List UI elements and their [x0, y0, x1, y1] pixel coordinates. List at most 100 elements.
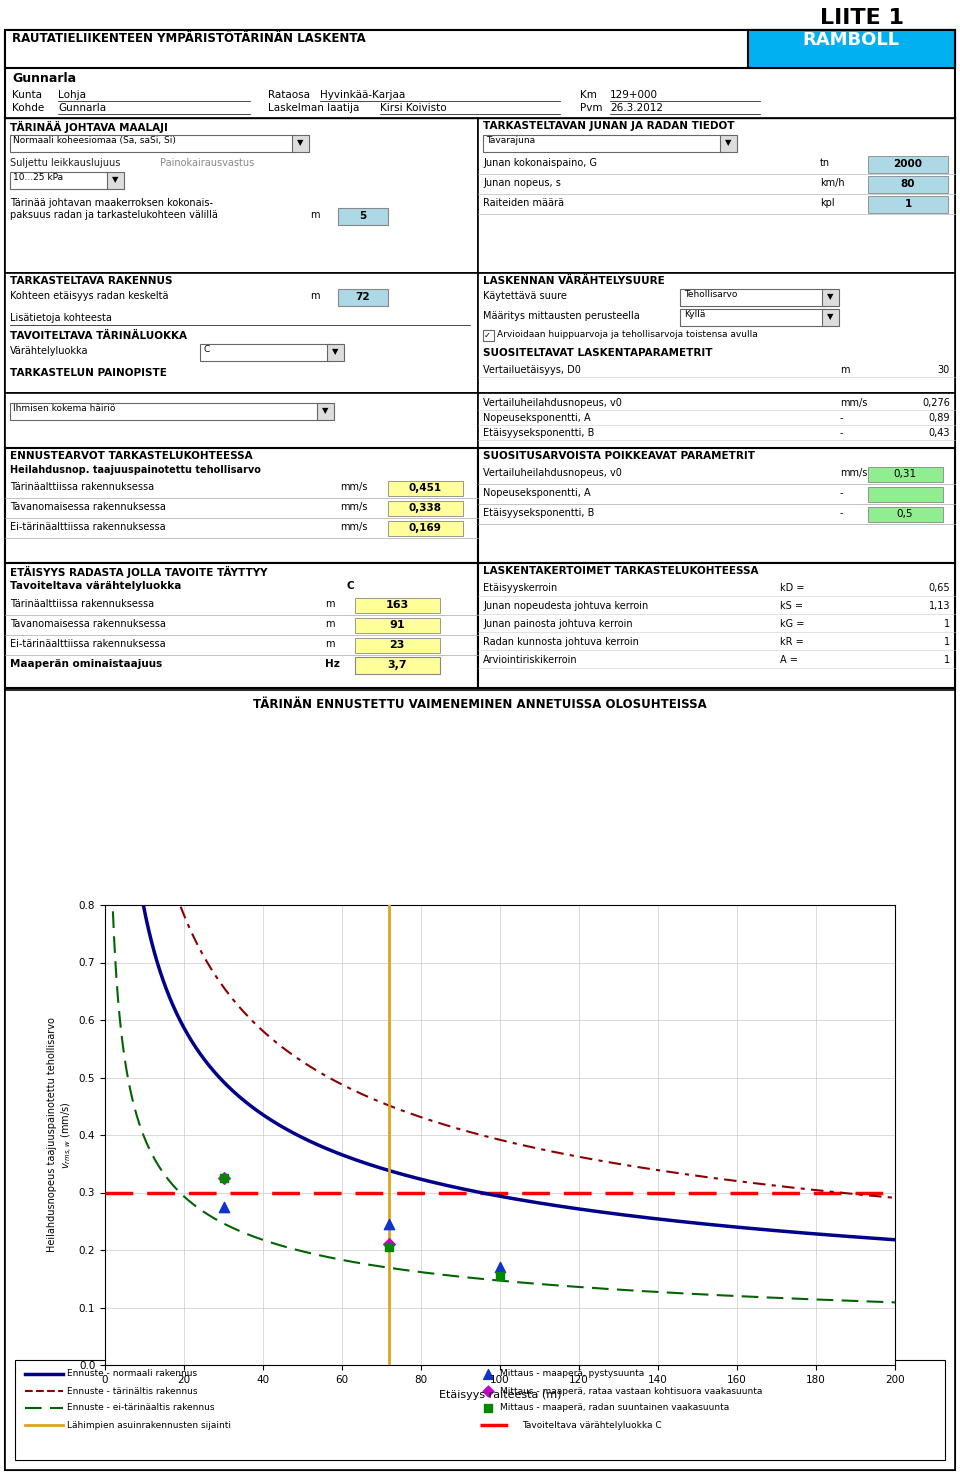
Text: Kohteen etäisyys radan keskeltä: Kohteen etäisyys radan keskeltä: [10, 290, 169, 301]
Text: m: m: [325, 619, 334, 629]
Text: Etäisyyseksponentti, B: Etäisyyseksponentti, B: [483, 509, 594, 517]
Text: Ennuste - tärinältis rakennus: Ennuste - tärinältis rakennus: [67, 1387, 198, 1396]
Text: 0,451: 0,451: [408, 483, 442, 492]
Point: [382, 1232, 397, 1256]
Text: tn: tn: [820, 158, 830, 168]
Text: LASKENTAKERTOIMET TARKASTELUKOHTEESSA: LASKENTAKERTOIMET TARKASTELUKOHTEESSA: [483, 566, 758, 576]
Bar: [338, 289, 388, 307]
Bar: [478, 118, 955, 273]
Text: 91: 91: [389, 621, 405, 629]
Bar: [388, 501, 463, 516]
Text: SUOSITUSARVOISTA POIKKEAVAT PARAMETRIT: SUOSITUSARVOISTA POIKKEAVAT PARAMETRIT: [483, 451, 755, 461]
Text: Tärinäalttiissa rakennuksessa: Tärinäalttiissa rakennuksessa: [10, 482, 155, 492]
Bar: [10, 172, 110, 189]
Bar: [5, 500, 478, 517]
Text: m: m: [310, 209, 320, 220]
Bar: [483, 330, 494, 340]
Bar: [5, 448, 478, 563]
Text: Värähtelyluokka: Värähtelyluokka: [10, 346, 88, 357]
Text: 80: 80: [900, 178, 915, 189]
Text: 0,65: 0,65: [928, 584, 950, 593]
Text: TÄRINÄÄ JOHTAVA MAALAJI: TÄRINÄÄ JOHTAVA MAALAJI: [10, 121, 168, 133]
Text: 163: 163: [385, 600, 409, 610]
Text: Hyvinkää-Karjaa: Hyvinkää-Karjaa: [320, 90, 405, 100]
Text: Etäisyyskerroin: Etäisyyskerroin: [483, 584, 557, 593]
Point: [480, 1380, 495, 1403]
Text: kpl: kpl: [820, 198, 834, 208]
Bar: [355, 638, 440, 653]
Text: Arviointiriskikerroin: Arviointiriskikerroin: [483, 654, 578, 665]
Text: Vertailuetäisyys, D0: Vertailuetäisyys, D0: [483, 366, 581, 374]
Text: ▼: ▼: [322, 407, 328, 416]
Text: Gunnarla: Gunnarla: [12, 72, 76, 85]
Text: Etäisyyseksponentti, B: Etäisyyseksponentti, B: [483, 427, 594, 438]
Text: 0,276: 0,276: [923, 398, 950, 408]
Text: Junan nopeus, s: Junan nopeus, s: [483, 178, 561, 189]
Bar: [5, 690, 955, 1470]
Bar: [822, 310, 839, 326]
Text: 0,5: 0,5: [897, 509, 913, 519]
Text: Tavanomaisessa rakennuksessa: Tavanomaisessa rakennuksessa: [10, 503, 166, 511]
Point: [382, 1212, 397, 1235]
Text: Nopeuseksponentti, A: Nopeuseksponentti, A: [483, 488, 590, 498]
Text: Vertailuheilahdusnopeus, v0: Vertailuheilahdusnopeus, v0: [483, 398, 622, 408]
Text: Ennuste - normaali rakennus: Ennuste - normaali rakennus: [67, 1369, 197, 1378]
Bar: [868, 156, 948, 172]
Text: mm/s: mm/s: [840, 398, 868, 408]
Text: RAMBOLL: RAMBOLL: [803, 31, 900, 49]
Text: 0,43: 0,43: [928, 427, 950, 438]
Text: Tärinäalttiissa rakennuksessa: Tärinäalttiissa rakennuksessa: [10, 598, 155, 609]
Text: A =: A =: [780, 654, 798, 665]
Text: 23: 23: [390, 640, 405, 650]
Text: Ennuste - ei-tärinäaltis rakennus: Ennuste - ei-tärinäaltis rakennus: [67, 1403, 214, 1412]
Text: TAVOITELTAVA TÄRINÄLUOKKA: TAVOITELTAVA TÄRINÄLUOKKA: [10, 332, 187, 340]
Text: m: m: [310, 290, 320, 301]
Text: ▼: ▼: [827, 292, 833, 302]
Text: mm/s: mm/s: [840, 469, 868, 478]
Text: 30: 30: [938, 366, 950, 374]
Bar: [868, 196, 948, 214]
Text: Käytettävä suure: Käytettävä suure: [483, 290, 566, 301]
Text: Arvioidaan huippuarvoja ja tehollisarvoja toistensa avulla: Arvioidaan huippuarvoja ja tehollisarvoj…: [497, 330, 757, 339]
Text: Kyllä: Kyllä: [684, 310, 706, 318]
Bar: [388, 481, 463, 495]
Text: ▼: ▼: [111, 175, 118, 184]
Point: [492, 1265, 508, 1288]
Bar: [10, 136, 295, 152]
Text: Ei-tärinäalttiissa rakennuksessa: Ei-tärinäalttiissa rakennuksessa: [10, 522, 166, 532]
Bar: [822, 289, 839, 307]
Text: Mittaus - maaperä, pystysuunta: Mittaus - maaperä, pystysuunta: [500, 1369, 644, 1378]
Bar: [5, 394, 478, 448]
Text: ▼: ▼: [332, 348, 338, 357]
Point: [480, 1362, 495, 1386]
Text: ▼: ▼: [725, 139, 732, 147]
Text: ▼: ▼: [297, 139, 303, 147]
Text: C: C: [204, 345, 210, 354]
Point: [216, 1166, 231, 1190]
Text: ✓: ✓: [484, 332, 491, 340]
Text: 1: 1: [944, 637, 950, 647]
Text: Kirsi Koivisto: Kirsi Koivisto: [380, 103, 446, 113]
Text: paksuus radan ja tarkastelukohteen välillä: paksuus radan ja tarkastelukohteen välil…: [10, 209, 218, 220]
Text: 1,13: 1,13: [928, 601, 950, 612]
Bar: [720, 136, 737, 152]
Text: SUOSITELTAVAT LASKENTAPARAMETRIT: SUOSITELTAVAT LASKENTAPARAMETRIT: [483, 348, 712, 358]
Y-axis label: Heilahdusnopeus taajuuspainotettu tehollisarvo
$v_{rms,w}$ (mm/s): Heilahdusnopeus taajuuspainotettu teholl…: [47, 1017, 75, 1253]
Text: Junan painosta johtuva kerroin: Junan painosta johtuva kerroin: [483, 619, 633, 629]
Bar: [868, 486, 943, 503]
Text: TÄRINÄN ENNUSTETTU VAIMENEMINEN ANNETUISSA OLOSUHTEISSA: TÄRINÄN ENNUSTETTU VAIMENEMINEN ANNETUIS…: [253, 699, 707, 710]
Text: mm/s: mm/s: [340, 503, 368, 511]
Text: 10...25 kPa: 10...25 kPa: [13, 172, 63, 181]
Bar: [327, 343, 344, 361]
Text: Mittaus - maaperä, rataa vastaan kohtisuora vaakasuunta: Mittaus - maaperä, rataa vastaan kohtisu…: [500, 1387, 762, 1396]
X-axis label: Etäisyys raiteesta (m): Etäisyys raiteesta (m): [439, 1390, 562, 1400]
Text: Km: Km: [580, 90, 597, 100]
Text: ENNUSTEARVOT TARKASTELUKOHTEESSA: ENNUSTEARVOT TARKASTELUKOHTEESSA: [10, 451, 252, 461]
Text: C: C: [347, 581, 354, 591]
Bar: [478, 448, 955, 563]
Text: 0,89: 0,89: [928, 413, 950, 423]
Text: Tehollisarvo: Tehollisarvo: [684, 290, 737, 299]
Text: 72: 72: [356, 292, 371, 302]
Text: 1: 1: [904, 199, 912, 209]
Bar: [868, 467, 943, 482]
